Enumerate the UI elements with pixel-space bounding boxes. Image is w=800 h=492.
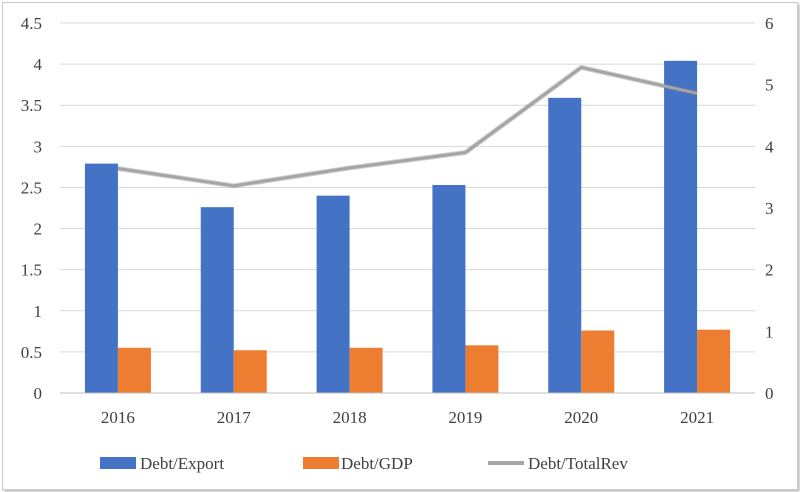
bar-debt-export	[200, 207, 234, 393]
line-shadow	[117, 64, 698, 189]
left-tick-label: 2.5	[21, 178, 42, 197]
bar-debt-export	[432, 184, 466, 393]
x-tick-label: 2018	[333, 408, 367, 427]
bar-debt-export	[664, 60, 698, 393]
right-tick-label: 1	[765, 322, 774, 341]
legend-label-debt-export: Debt/Export	[140, 454, 224, 473]
legend-label-debt-gdp: Debt/GDP	[341, 454, 413, 473]
right-tick-label: 6	[765, 14, 774, 33]
bar-debt-gdp	[465, 345, 499, 393]
left-axis-ticks: 0 0.5 1 1.5 2 2.5 3 3.5 4 4.5	[21, 14, 43, 403]
x-tick-label: 2017	[217, 408, 252, 427]
gridlines	[60, 22, 755, 353]
right-tick-label: 5	[765, 76, 774, 95]
left-tick-label: 1.5	[21, 261, 42, 280]
legend-swatch-debt-export	[100, 457, 136, 469]
bar-debt-gdp	[697, 329, 731, 393]
x-axis: 2016 2017 2018 2019 2020 2021	[60, 392, 755, 427]
bar-debt-gdp	[349, 347, 383, 393]
left-tick-label: 3	[34, 137, 43, 156]
bar-debt-gdp	[117, 347, 151, 393]
right-tick-label: 3	[765, 199, 774, 218]
left-tick-label: 3.5	[21, 96, 42, 115]
x-tick-label: 2016	[101, 408, 135, 427]
lines	[117, 64, 698, 189]
bar-debt-gdp	[233, 350, 267, 393]
left-tick-label: 1	[34, 302, 43, 321]
x-tick-label: 2021	[680, 408, 714, 427]
legend: Debt/Export Debt/GDP Debt/TotalRev	[100, 454, 628, 473]
right-tick-label: 2	[765, 261, 774, 280]
left-tick-label: 2	[34, 220, 43, 239]
legend-swatch-debt-gdp	[303, 457, 339, 469]
right-axis-ticks: 0 1 2 3 4 5 6	[765, 14, 774, 403]
left-tick-label: 4	[34, 55, 43, 74]
line-debt-totalrev	[117, 65, 698, 188]
bar-debt-export	[316, 195, 350, 393]
legend-label-debt-totalrev: Debt/TotalRev	[528, 454, 628, 473]
bar-debt-export	[84, 163, 118, 393]
left-tick-label: 0.5	[21, 343, 42, 362]
right-tick-label: 4	[765, 137, 774, 156]
left-tick-label: 0	[34, 384, 43, 403]
x-tick-label: 2020	[564, 408, 598, 427]
bars	[84, 60, 731, 394]
x-tick-label: 2019	[448, 408, 482, 427]
left-tick-label: 4.5	[21, 14, 42, 33]
right-tick-label: 0	[765, 384, 774, 403]
bar-debt-gdp	[581, 330, 615, 393]
bar-debt-export	[548, 97, 582, 394]
